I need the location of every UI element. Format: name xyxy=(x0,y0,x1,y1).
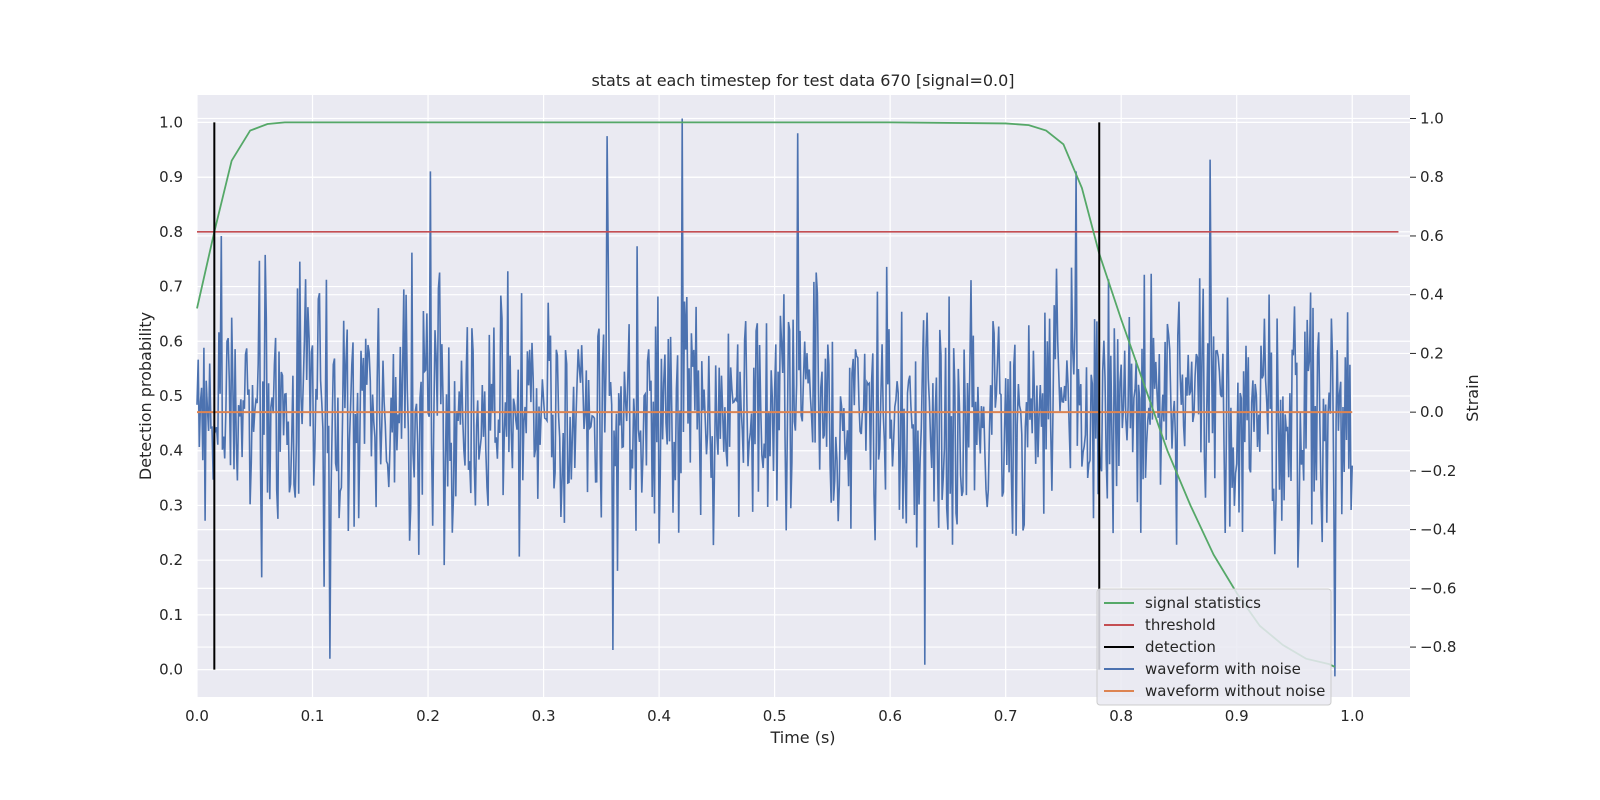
y-right-tick-label: 0.2 xyxy=(1420,344,1444,362)
chart-title: stats at each timestep for test data 670… xyxy=(591,71,1014,90)
legend-label-threshold: threshold xyxy=(1145,616,1216,634)
y-right-tick-label: −0.2 xyxy=(1420,462,1456,480)
y-tick-label: 0.0 xyxy=(159,661,183,679)
legend-box xyxy=(1096,588,1332,706)
y-right-tick-label: −0.6 xyxy=(1420,579,1456,597)
x-tick-label: 0.5 xyxy=(763,707,787,725)
x-tick-label: 0.0 xyxy=(185,707,209,725)
y-tick-label: 0.9 xyxy=(159,168,183,186)
legend-label-waveform-without-noise: waveform without noise xyxy=(1145,682,1325,700)
x-tick-label: 1.0 xyxy=(1340,707,1364,725)
legend: signal statistics threshold detection wa… xyxy=(1096,588,1332,706)
legend-label-waveform-with-noise: waveform with noise xyxy=(1145,660,1301,678)
y-right-tick-label: 0.8 xyxy=(1420,168,1444,186)
y-right-tick-label: 0.6 xyxy=(1420,227,1444,245)
y-right-tick-label: −0.8 xyxy=(1420,638,1456,656)
legend-label-signal-statistics: signal statistics xyxy=(1145,594,1261,612)
x-tick-label: 0.8 xyxy=(1109,707,1133,725)
y-tick-label: 1.0 xyxy=(159,113,183,131)
x-tick-label: 0.9 xyxy=(1225,707,1249,725)
x-axis-label: Time (s) xyxy=(769,728,835,747)
y-tick-label: 0.3 xyxy=(159,496,183,514)
y-tick-label: 0.7 xyxy=(159,278,183,296)
x-tick-label: 0.4 xyxy=(647,707,671,725)
y-right-tick-label: 1.0 xyxy=(1420,109,1444,127)
y-right-tick-label: 0.4 xyxy=(1420,286,1444,304)
x-tick-label: 0.7 xyxy=(994,707,1018,725)
y-tick-label: 0.4 xyxy=(159,442,183,460)
y-tick-label: 0.2 xyxy=(159,551,183,569)
y-tick-label: 0.5 xyxy=(159,387,183,405)
y-tick-label: 0.1 xyxy=(159,606,183,624)
y-right-tick-labels: −0.8 −0.6 −0.4 −0.2 0.0 0.2 0.4 0.6 0.8 1.0 xyxy=(1410,109,1456,656)
y-tick-label: 0.6 xyxy=(159,332,183,350)
legend-label-detection: detection xyxy=(1145,638,1216,656)
series-waveform-with-noise xyxy=(196,118,1353,677)
y-tick-labels: 0.0 0.1 0.2 0.3 0.4 0.5 0.6 0.7 0.8 0.9 1.0 xyxy=(159,113,183,678)
x-tick-label: 0.2 xyxy=(416,707,440,725)
x-tick-label: 0.6 xyxy=(878,707,902,725)
y-right-tick-label: 0.0 xyxy=(1420,403,1444,421)
x-tick-label: 0.1 xyxy=(301,707,325,725)
y-axis-label: Detection probability xyxy=(136,312,155,480)
x-tick-labels: 0.0 0.1 0.2 0.3 0.4 0.5 0.6 0.7 0.8 0.9 1.0 xyxy=(185,707,1364,725)
y-right-tick-label: −0.4 xyxy=(1420,521,1456,539)
y-right-axis-label: Strain xyxy=(1463,374,1482,421)
x-tick-label: 0.3 xyxy=(532,707,556,725)
y-tick-label: 0.8 xyxy=(159,223,183,241)
